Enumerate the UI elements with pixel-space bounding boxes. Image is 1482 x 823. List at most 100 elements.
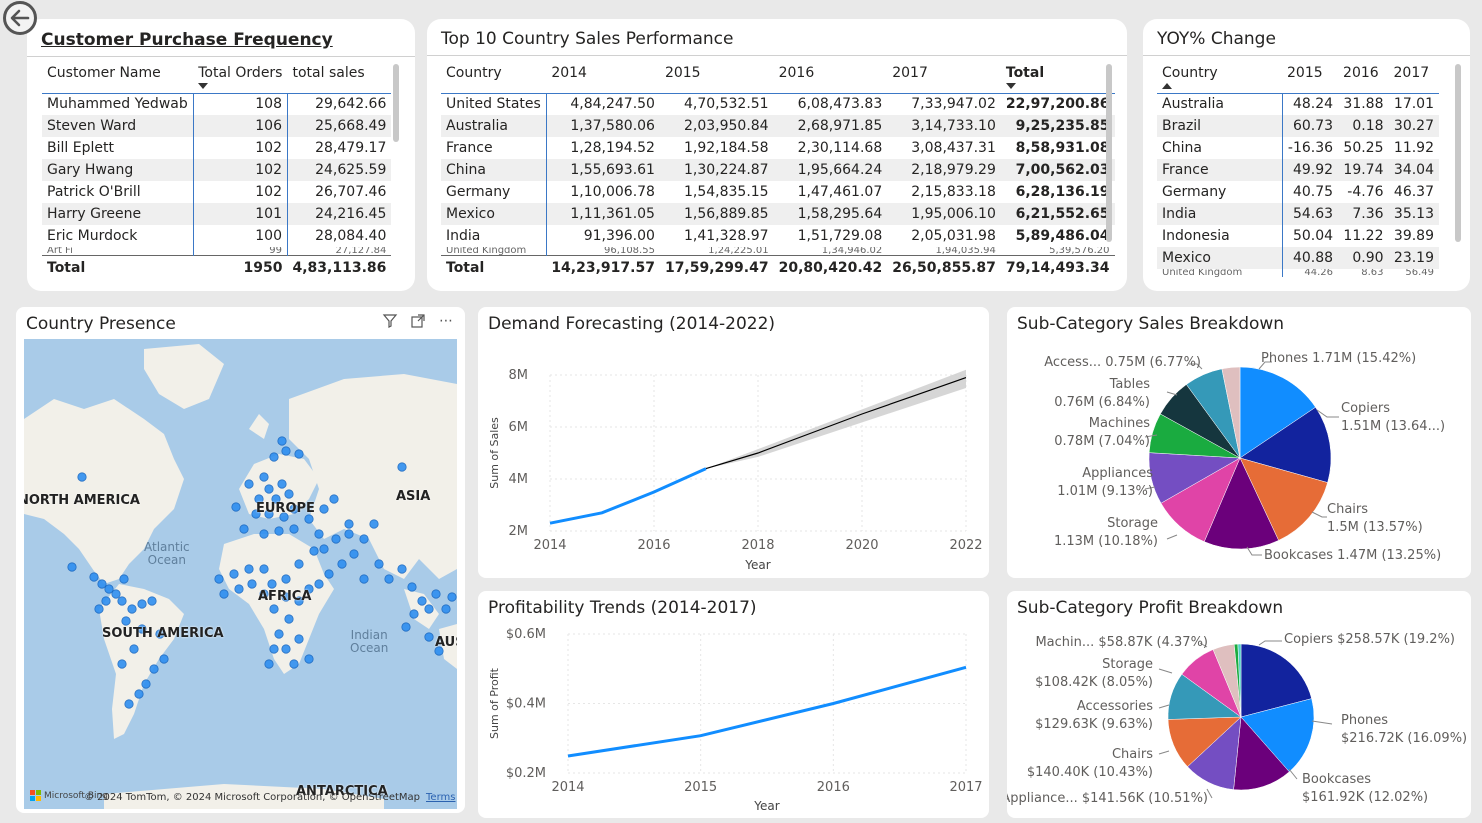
- table-row[interactable]: France 1,28,194.52 1,92,184.58 2,30,114.68 3…: [441, 137, 1115, 159]
- column-header-2016[interactable]: 2016: [773, 61, 888, 94]
- table-row[interactable]: Mexico 1,11,361.05 1,56,889.85 1,58,295.64 1…: [441, 203, 1115, 225]
- column-header-country[interactable]: Country: [1157, 61, 1282, 94]
- leader-line: [1144, 434, 1158, 438]
- table-cell: Gary Hwang: [42, 159, 194, 181]
- table-cell: 101: [193, 203, 288, 225]
- total-label: Total: [42, 255, 194, 280]
- table-scrollbar[interactable]: [1106, 64, 1112, 242]
- map-data-point: [407, 582, 417, 592]
- visual-header-icons: ⋯: [381, 313, 455, 329]
- table-row[interactable]: Indonesia 50.04 11.22 39.89: [1157, 225, 1439, 247]
- table-cell: 100: [193, 225, 288, 247]
- label-africa: AFRICA: [258, 589, 312, 604]
- total-2016: 20,80,420.42: [773, 255, 888, 280]
- table-cell: 46.37: [1393, 184, 1434, 200]
- demand-forecast-chart[interactable]: 8M 6M 4M 2M 2014 2016 2018 2020 2022 Year Sum of S…: [478, 307, 989, 578]
- map-data-point: [274, 526, 284, 536]
- map-data-point: [129, 644, 139, 654]
- map-data-point: [119, 574, 129, 584]
- column-header-orders[interactable]: Total Orders: [193, 61, 288, 94]
- table-scrollbar[interactable]: [1455, 64, 1461, 242]
- label-atlantic-ocean: Atlantic Ocean: [144, 540, 190, 567]
- pie-label-accessories: Access... 0.75M (6.77%): [1044, 355, 1201, 370]
- table-cell: 26,707.46: [315, 184, 387, 200]
- table-row[interactable]: Bill Eplett 102 28,479.17: [42, 137, 391, 159]
- purchase-frequency-card: Customer Purchase Frequency Customer Nam…: [27, 19, 415, 291]
- sort-desc-icon: [1005, 83, 1016, 89]
- column-header-sales[interactable]: total sales: [287, 61, 392, 94]
- column-header-2017[interactable]: 2017: [887, 61, 1001, 94]
- pie-slice-chairs: [1239, 457, 1328, 541]
- table-row[interactable]: India 91,396.00 1,41,328.97 1,51,729.08 2,05…: [441, 225, 1115, 247]
- table-row[interactable]: Gary Hwang 102 24,625.59: [42, 159, 392, 181]
- table-row[interactable]: Brazil 60.73 0.18 30.27: [1157, 115, 1439, 137]
- world-map-canvas: [24, 344, 457, 809]
- map-data-point: [409, 609, 419, 619]
- table-cell: Bill Eplett: [42, 137, 194, 159]
- column-header-country[interactable]: Country: [441, 61, 547, 94]
- purchase-frequency-table: Customer Name Total Orders total sales M…: [42, 61, 392, 280]
- pie-label-storage: Storage 1.13M (10.18%): [1053, 516, 1158, 549]
- table-row[interactable]: Eric Murdock 100 28,084.40: [42, 225, 391, 247]
- table-row[interactable]: Germany 1,10,006.78 1,54,835.15 1,47,461.07…: [441, 181, 1115, 203]
- column-header-2014[interactable]: 2014: [546, 61, 660, 94]
- map-data-point: [289, 504, 299, 514]
- sales-breakdown-title: Sub-Category Sales Breakdown: [1017, 314, 1285, 334]
- table-row[interactable]: Steven Ward 106 25,668.49: [42, 115, 392, 137]
- focus-mode-icon[interactable]: [409, 313, 427, 329]
- map-data-point: [401, 622, 411, 632]
- map-data-point: [121, 616, 131, 626]
- table-row[interactable]: Patrick O'Brill 102 26,707.46: [42, 181, 391, 203]
- map-data-point: [279, 512, 289, 522]
- world-map[interactable]: NORTH AMERICA EUROPE ASIA AFRICA SOUTH A…: [24, 339, 457, 809]
- table-cell: Brazil: [1157, 115, 1283, 137]
- map-data-point: [259, 529, 269, 539]
- table-row[interactable]: United States 4,84,247.50 4,70,532.51 6,08,…: [441, 93, 1115, 115]
- table-row[interactable]: Mexico 40.88 0.90 23.19: [1157, 247, 1439, 269]
- column-header-2015[interactable]: 2015: [1282, 61, 1339, 94]
- pie-label-copiers: Copiers 1.51M (13.64...): [1341, 401, 1446, 434]
- table-row[interactable]: Muhammed Yedwab 108 29,642.66: [42, 93, 391, 115]
- pie-label-copiers: Copiers $258.57K (19.2%): [1284, 632, 1455, 647]
- map-data-point: [337, 559, 347, 569]
- leader-line: [1199, 642, 1208, 648]
- table-row[interactable]: Australia 1,37,580.06 2,03,950.84 2,68,971.…: [441, 115, 1115, 137]
- table-row[interactable]: Australia 48.24 31.88 17.01: [1157, 93, 1439, 115]
- column-header-2016[interactable]: 2016: [1338, 61, 1389, 94]
- map-data-point: [277, 479, 287, 489]
- sales-pie-chart[interactable]: [1007, 307, 1471, 578]
- map-data-point: [369, 519, 379, 529]
- x-tick-label: 2016: [817, 780, 850, 795]
- y-tick-label: 4M: [509, 472, 529, 487]
- map-data-point: [111, 589, 121, 599]
- table-row[interactable]: China -16.36 50.25 11.92: [1157, 137, 1439, 159]
- profit-trend-chart[interactable]: $0.6M $0.4M $0.2M 2014 2015 2016 2017 Year Sum o…: [478, 591, 989, 818]
- table-cell: China: [1157, 137, 1283, 159]
- more-options-icon[interactable]: ⋯: [439, 313, 453, 329]
- column-header-2015[interactable]: 2015: [659, 61, 774, 94]
- terms-link[interactable]: Terms: [426, 792, 456, 803]
- table-scrollbar[interactable]: [393, 64, 399, 142]
- table-cell: Patrick O'Brill: [42, 181, 194, 203]
- table-row[interactable]: India 54.63 7.36 35.13: [1157, 203, 1439, 225]
- pie-label-chairs: Chairs $140.40K (10.43%): [1026, 747, 1153, 780]
- table-row[interactable]: Germany 40.75 -4.76 46.37: [1157, 181, 1439, 203]
- map-data-point: [434, 646, 444, 656]
- map-data-point: [289, 659, 299, 669]
- table-row[interactable]: Harry Greene 101 24,216.45: [42, 203, 392, 225]
- filter-icon[interactable]: [381, 313, 399, 329]
- map-data-point: [319, 504, 329, 514]
- table-cell: 7,33,947.02: [911, 96, 996, 113]
- table-row[interactable]: China 1,55,693.61 1,30,224.87 1,95,664.24 2,…: [441, 159, 1115, 181]
- column-header-2017[interactable]: 2017: [1388, 61, 1439, 94]
- x-tick-label: 2020: [845, 538, 878, 553]
- profit-pie-chart[interactable]: [1007, 591, 1471, 818]
- column-header-customer[interactable]: Customer Name: [42, 61, 194, 94]
- table-cell: 1,10,006.78: [570, 184, 655, 200]
- map-data-point: [289, 524, 299, 534]
- table-row[interactable]: France 49.92 19.74 34.04: [1157, 159, 1439, 181]
- country-presence-title: Country Presence: [26, 314, 176, 334]
- back-button[interactable]: [3, 1, 37, 35]
- table-cell: France: [1157, 159, 1283, 181]
- column-header-total[interactable]: Total: [1000, 61, 1115, 94]
